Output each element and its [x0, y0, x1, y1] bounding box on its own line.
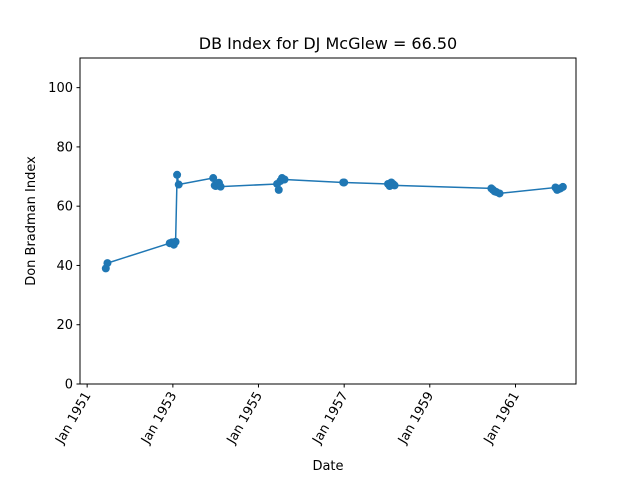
data-point-8: [209, 174, 218, 183]
y-tick-label-0: 0: [65, 378, 73, 393]
chart-title: DB Index for DJ McGlew = 66.50: [199, 34, 457, 53]
data-point-34: [558, 182, 567, 191]
data-point-5: [171, 237, 180, 246]
data-point-7: [174, 180, 183, 189]
plot-frame: [79, 57, 577, 385]
data-point-6: [173, 170, 182, 179]
data-point-12: [216, 182, 225, 191]
plot-area: [101, 170, 567, 273]
y-tick-label-60: 60: [56, 200, 73, 215]
data-point-17: [280, 175, 289, 184]
y-tick-label-20: 20: [56, 318, 73, 333]
y-tick-label-100: 100: [48, 81, 73, 96]
x-axis-label: Date: [312, 459, 343, 474]
y-axis-label: Don Bradman Index: [24, 156, 39, 286]
data-point-14: [274, 185, 283, 194]
y-tick-label-40: 40: [56, 259, 73, 274]
data-point-1: [103, 259, 112, 268]
data-point-29: [495, 189, 504, 198]
data-point-24: [390, 181, 399, 190]
data-point-19: [340, 178, 349, 187]
y-tick-label-80: 80: [56, 140, 73, 155]
